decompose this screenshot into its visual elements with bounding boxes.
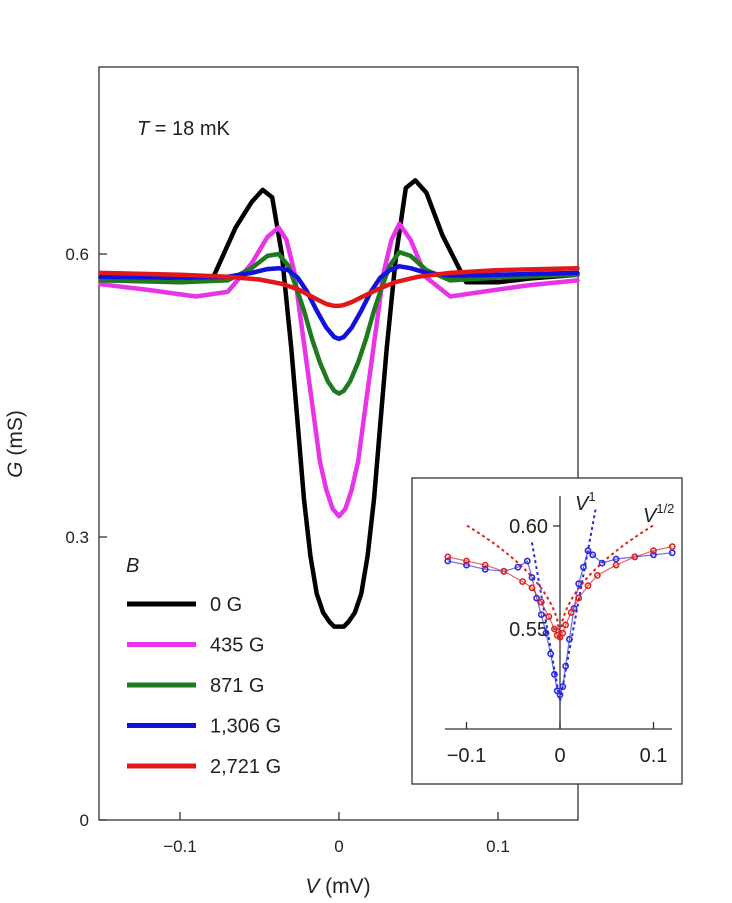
legend-label: 1,306 G xyxy=(210,716,281,738)
fit-label-linear-var: V xyxy=(575,493,590,515)
fit-label-linear-exp: 1 xyxy=(588,489,595,504)
legend-entries: 0 G 435 G 871 G 1,306 G 2,721 G xyxy=(127,594,281,778)
inset-point-1 xyxy=(584,582,592,590)
inset-point-0 xyxy=(580,563,587,571)
fit-label-linear: V1 xyxy=(575,489,596,515)
fit-label-sqrt: V1/2 xyxy=(643,501,674,527)
series-line-2 xyxy=(98,249,580,396)
legend-label: 0 G xyxy=(210,594,242,616)
inset-point-1 xyxy=(545,613,553,620)
inset-point-1 xyxy=(567,609,575,616)
inset-trace-1 xyxy=(447,546,673,639)
inset-y-tick-label: 0.60 xyxy=(509,516,548,538)
inset-point-0 xyxy=(584,547,592,555)
fit-label-sqrt-var: V xyxy=(643,505,658,527)
inset-point-1 xyxy=(537,598,545,606)
x-axis-var: V xyxy=(305,875,321,898)
series-line-3 xyxy=(98,264,580,342)
x-tick-label: −0.1 xyxy=(163,837,197,856)
inset-point-1 xyxy=(594,572,601,579)
x-tick-label: 0 xyxy=(334,837,343,856)
inset-x-tick-label: −0.1 xyxy=(447,745,486,767)
inset-point-1 xyxy=(519,578,526,585)
sqrt-fit-right xyxy=(559,524,655,640)
linear-fit-left xyxy=(530,542,561,702)
y-tick-label: 0 xyxy=(80,811,89,830)
inset-point-0 xyxy=(523,557,531,565)
legend-label: 2,721 G xyxy=(210,756,281,778)
legend-label: 435 G xyxy=(210,635,264,657)
inset-x-tick-label: 0.1 xyxy=(640,745,668,767)
main-axes: −0.1 0 0.1 0 0.3 0.6 xyxy=(65,245,509,856)
legend-label: 871 G xyxy=(210,675,264,697)
main-series-lines xyxy=(98,178,580,629)
y-axis-unit: (mS) xyxy=(4,410,27,461)
legend: B 0 G 435 G 871 G 1,306 G 2,721 G xyxy=(126,555,281,778)
inset-point-1 xyxy=(562,621,569,629)
inset-x-tick-label: 0 xyxy=(554,745,565,767)
temperature-annotation: T = 18 mK xyxy=(137,118,230,140)
sqrt-fit-left xyxy=(465,524,561,640)
inset-plot: −0.1 0 0.10.550.60 V1 V1/2 xyxy=(411,477,683,785)
x-axis-label: V (mV) xyxy=(305,875,370,898)
inset-point-1 xyxy=(612,561,620,569)
y-axis-var: G xyxy=(4,461,27,477)
inset-point-1 xyxy=(500,567,508,575)
fit-label-sqrt-exp: 1/2 xyxy=(656,501,674,516)
main-plot: −0.1 0 0.100.30.6 T = 18 mK V (mV) G (mS) … xyxy=(4,66,580,898)
x-axis-unit: (mV) xyxy=(319,875,370,898)
inset-point-0 xyxy=(589,551,597,559)
inset-trace-0 xyxy=(447,549,673,697)
x-tick-label: 0.1 xyxy=(486,837,510,856)
inset-point-0 xyxy=(514,563,522,571)
series-line-1 xyxy=(98,221,580,519)
inset-data-points xyxy=(444,543,676,699)
inset-y-tick-label: 0.55 xyxy=(509,619,548,641)
inset-axes: −0.1 0 0.1 0.55 0.60 xyxy=(445,496,672,767)
temperature-symbol: T xyxy=(137,118,151,140)
y-axis-label: G (mS) xyxy=(4,410,27,478)
inset-point-1 xyxy=(528,584,536,592)
inset-point-1 xyxy=(559,629,567,637)
series-line-4 xyxy=(98,265,580,309)
inset-point-0 xyxy=(556,691,564,699)
inset-point-1 xyxy=(631,553,639,561)
inset-point-0 xyxy=(537,611,545,618)
inset-point-0 xyxy=(598,559,606,567)
inset-point-1 xyxy=(575,594,583,602)
temperature-value: = 18 mK xyxy=(149,118,230,140)
legend-title: B xyxy=(126,555,139,577)
y-tick-label: 0.6 xyxy=(65,245,89,264)
series-line-0 xyxy=(98,178,580,629)
inset-point-1 xyxy=(551,625,558,633)
y-tick-label: 0.3 xyxy=(65,528,89,547)
